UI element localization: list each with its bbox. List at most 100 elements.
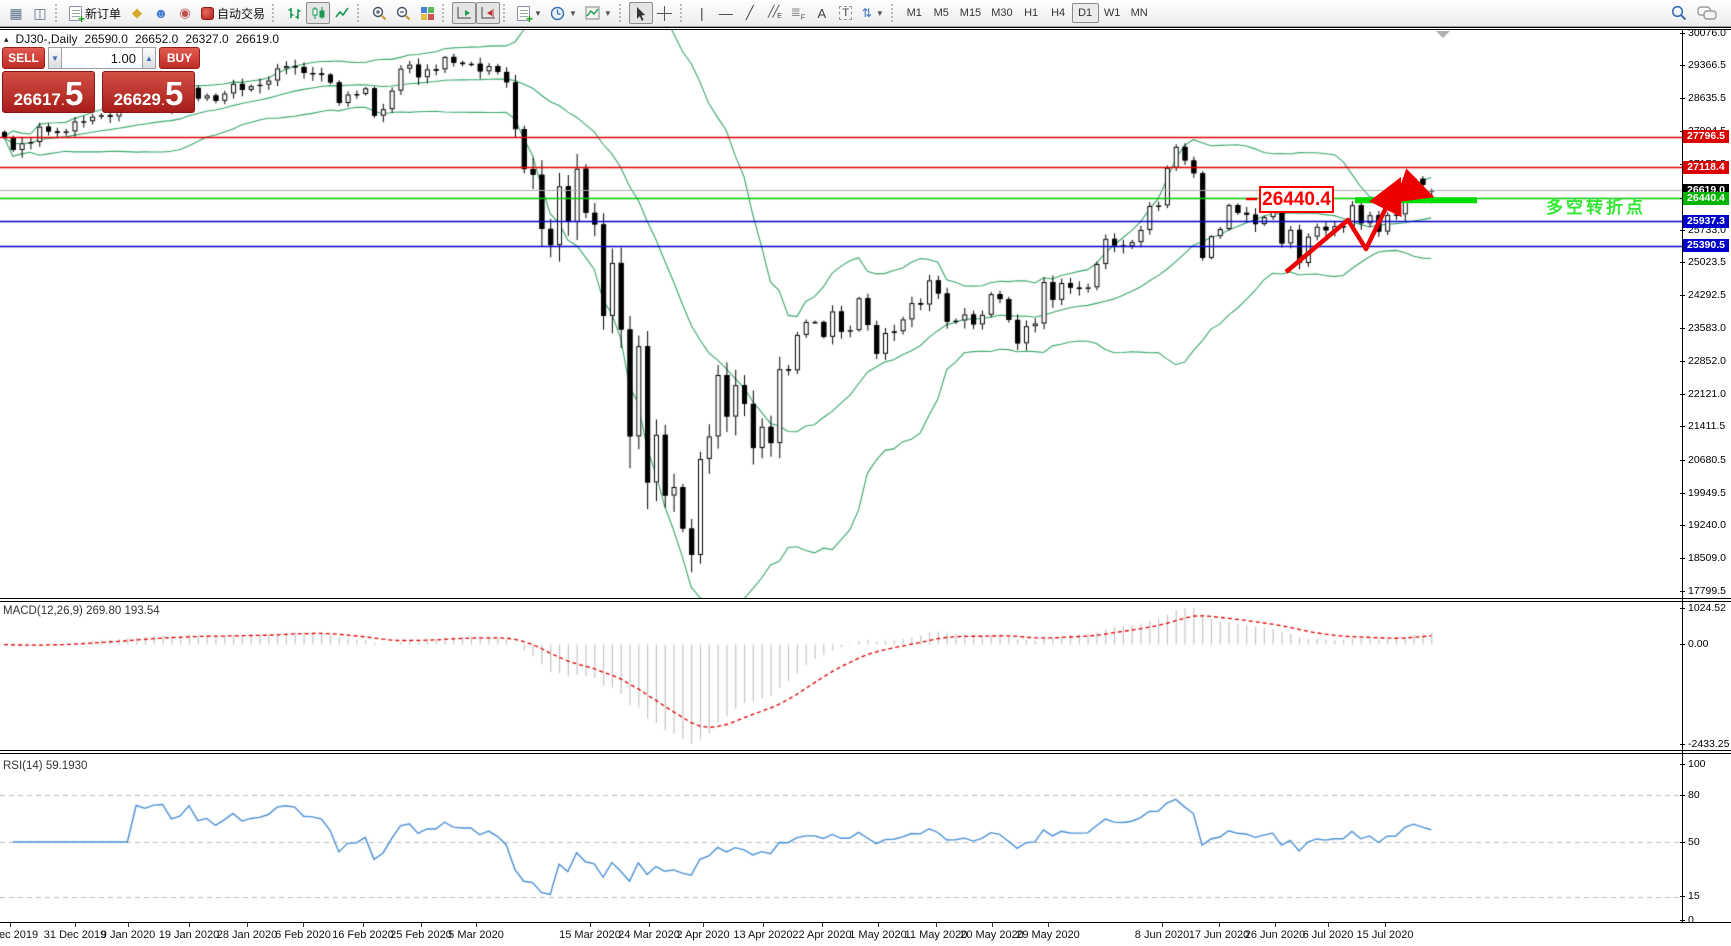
clock-icon [550,6,565,20]
symbol-marker-icon: ▴ [4,33,9,44]
ohlc-low: 26327.0 [185,32,229,46]
vertical-line-tool-icon[interactable]: | [690,2,714,24]
timeframe-button-W1[interactable]: W1 [1103,7,1121,19]
buy-button[interactable]: BUY [159,47,200,69]
arrows-tool-button[interactable]: ⇅ ▼ [858,2,888,24]
price-tick-label: 21411.5 [1679,420,1726,433]
volume-increase-button[interactable]: ▲ [142,47,156,69]
crosshair-icon[interactable] [653,2,677,24]
timeframe-button-H1[interactable]: H1 [1024,7,1039,19]
date-label: 29 May 2020 [1016,929,1080,941]
cursor-glyph [636,6,645,21]
eraser-icon[interactable]: ◆ [125,2,149,24]
date-label: 6 Jul 2020 [1302,929,1354,941]
toolbar-grip [442,4,447,22]
macd-panel-canvas[interactable] [0,602,1682,750]
caret-down-icon: ▼ [534,8,542,18]
hline-glyph: — [718,5,733,21]
chat-icon[interactable] [1697,5,1717,21]
new-chart-icon[interactable]: ▦ [4,2,28,24]
timeframe-strip: M1 M5 M15 M30 H1 H4 D1 W1 MN [901,3,1153,23]
date-tick [649,923,650,927]
symbol-period-label: DJ30-,Daily [15,32,78,46]
pivot-annotation-text[interactable]: 多空转折点 [1546,198,1646,217]
volume-decrease-button[interactable]: ▼ [48,47,62,69]
eraser-glyph: ◆ [132,5,143,20]
date-tick [128,923,129,927]
zoom-out-icon[interactable] [391,2,415,24]
text-tool-icon[interactable]: A [810,2,834,24]
date-label: 2 Apr 2020 [676,929,730,941]
expert-advisor-icon[interactable]: ☻ [149,2,173,24]
toolbar-grip [503,4,508,22]
volume-input[interactable] [62,47,142,69]
price-chart-canvas[interactable] [0,30,1682,598]
timeframe-button-M30[interactable]: M30 [991,7,1013,19]
text-glyph: A [817,5,827,21]
vline-glyph: | [699,5,704,21]
timeframe-button-M5[interactable]: M5 [933,7,949,19]
ohlc-open: 26590.0 [84,32,128,46]
news-icon[interactable]: ◉ [173,2,197,24]
crosshair-glyph [657,5,673,21]
date-tick [1162,923,1163,927]
indicators-menu-button[interactable]: + ▼ [513,2,546,25]
panel-splitter[interactable] [0,598,1731,602]
sell-price-pip: 5 [65,75,84,112]
channel-tool-icon[interactable]: ╱╱E [762,2,786,24]
price-tick-label: 28635.5 [1680,91,1726,104]
date-label: 15 Mar 2020 [559,929,621,941]
timeframe-button-H4[interactable]: H4 [1051,7,1066,19]
candlestick-chart-icon[interactable] [306,2,331,24]
periods-menu-button[interactable]: ▼ [546,2,581,24]
sell-button[interactable]: SELL [2,47,45,69]
timeframe-button-M1[interactable]: M1 [906,7,922,19]
price-tick-label: 17799.5 [1680,584,1726,597]
zoom-in-icon[interactable] [367,2,391,24]
autotrading-icon [201,6,215,20]
search-icon[interactable] [1671,5,1687,21]
macd-indicator-label: MACD(12,26,9) 269.80 193.54 [3,605,160,617]
date-tick [75,923,76,927]
price-tick-label: 25023.5 [1680,256,1726,269]
timeframe-button-D1[interactable]: D1 [1071,3,1099,23]
date-tick [189,923,190,927]
toolbar-grip [272,4,277,22]
toolbar-grip [679,4,685,22]
chart-shift-icon[interactable] [476,2,501,24]
new-order-button[interactable]: + 新订单 [65,2,125,25]
horizontal-line-tool-icon[interactable]: — [714,2,738,24]
candlestick-glyph [312,7,325,19]
timeframe-button-MN[interactable]: MN [1130,7,1148,19]
price-tick-label: 20680.5 [1680,453,1726,466]
price-tick-label: 18509.0 [1680,552,1726,565]
sell-price-button[interactable]: 26617. 5 [2,71,95,113]
rsi-panel-canvas[interactable] [0,754,1682,922]
panel-splitter[interactable] [0,750,1731,754]
buy-price-button[interactable]: 26629. 5 [102,71,195,113]
line-chart-icon[interactable] [330,2,354,24]
templates-menu-button[interactable]: ▼ [581,2,616,24]
fibonacci-tool-icon[interactable]: ≣F [786,2,810,24]
price-tick-label: 22852.0 [1680,354,1726,367]
date-tick [590,923,591,927]
price-callout-box[interactable]: 26440.4 [1259,186,1334,213]
timeframe-button-M15[interactable]: M15 [959,7,982,19]
text-label-tool-icon[interactable]: T [834,2,858,24]
tile-windows-icon[interactable] [415,2,439,24]
trendline-tool-icon[interactable]: ╱ [738,2,762,24]
chart-profiles-icon[interactable]: ◫ [28,2,52,24]
rsi-tick-label: 50 [1680,835,1700,848]
rsi-tick-label: 15 [1680,890,1700,903]
news-glyph: ◉ [179,5,191,20]
auto-scroll-icon[interactable] [452,2,477,24]
date-label: 19 Jan 2020 [158,929,220,941]
bar-chart-icon[interactable] [282,2,306,24]
cursor-icon[interactable] [628,2,653,24]
price-axis-line [1682,30,1683,922]
date-label: 26 Jun 2020 [1244,929,1306,941]
text-label-glyph: T [839,6,853,20]
date-tick [703,923,704,927]
autotrading-button[interactable]: 自动交易 [197,2,269,24]
